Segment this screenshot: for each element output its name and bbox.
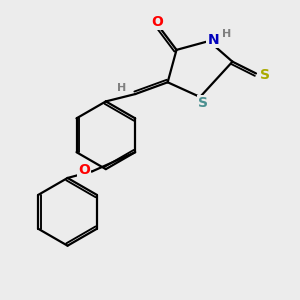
- Text: O: O: [152, 15, 163, 29]
- Text: O: O: [78, 163, 90, 177]
- Text: N: N: [208, 33, 219, 46]
- Text: H: H: [117, 83, 127, 93]
- Text: H: H: [222, 29, 231, 39]
- Text: S: S: [198, 96, 208, 110]
- Text: S: S: [260, 68, 270, 82]
